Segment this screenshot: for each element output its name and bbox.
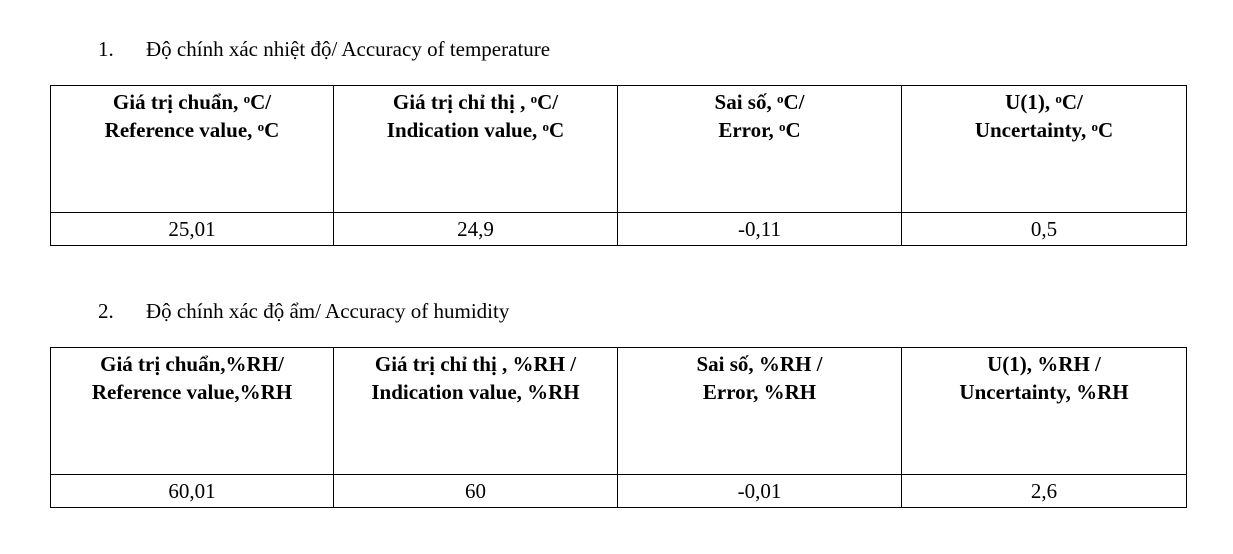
header-text: C [549,118,565,142]
data-row: 60,01 60 -0,01 2,6 [50,474,1187,508]
header-line: Giá trị chỉ thị , oC/ [334,88,617,116]
header-line: Sai số, %RH / [618,350,901,378]
header-line: Giá trị chuẩn,%RH/ [51,350,333,378]
section-number: 1. [98,37,114,61]
header-text: C/ [1061,90,1083,114]
superscript: o [243,91,251,106]
header-cell: Sai số, %RH / Error, %RH [617,347,902,475]
data-table: Giá trị chuẩn, oC/Reference value, oC Giá… [50,85,1187,246]
superscript: o [542,119,550,134]
data-cell: 24,9 [333,212,618,246]
header-line: Sai số, oC/ [618,88,901,116]
section-number: 2. [98,299,114,323]
table-body: Giá trị chuẩn,%RH/Reference value,%RH Giá… [50,347,1187,508]
header-text: C/ [250,90,272,114]
header-line: U(1), %RH / [902,350,1186,378]
header-text: Giá trị chỉ thị , %RH / [374,352,577,376]
header-line: Uncertainty, %RH [902,378,1186,406]
header-line: Error, oC [618,116,901,144]
header-text: U(1), [1005,90,1056,114]
data-table: Giá trị chuẩn,%RH/Reference value,%RH Giá… [50,347,1187,508]
header-text: Sai số, [714,90,777,114]
header-line: Reference value,%RH [51,378,333,406]
header-cell: Giá trị chuẩn,%RH/Reference value,%RH [50,347,334,475]
data-cell: 60 [333,474,618,508]
superscript: o [1091,119,1098,134]
table-body: Giá trị chuẩn, oC/Reference value, oC Giá… [50,85,1187,246]
header-text: Giá trị chỉ thị , [392,90,531,114]
header-cell: Giá trị chỉ thị , oC/Indication value, o… [333,85,618,213]
header-text: Uncertainty, %RH [959,380,1129,404]
header-row: Giá trị chuẩn,%RH/Reference value,%RH Giá… [50,347,1187,475]
header-text: Reference value, [104,118,258,142]
header-text: U(1), %RH / [987,352,1101,376]
header-cell: Sai số, oC/Error, oC [617,85,902,213]
header-row: Giá trị chuẩn, oC/Reference value, oC Giá… [50,85,1187,213]
header-text: C/ [783,90,805,114]
superscript: o [257,119,265,134]
superscript: o [530,91,538,106]
header-line: Reference value, oC [51,116,333,144]
section-title: Độ chính xác độ ẩm/ Accuracy of humidity [146,299,510,323]
header-text: Error, %RH [702,380,817,404]
header-text: C [785,118,801,142]
header-line: Giá trị chỉ thị , %RH / [334,350,617,378]
header-line: Indication value, %RH [334,378,617,406]
header-line: Uncertainty, oC [902,116,1186,144]
header-cell: Giá trị chỉ thị , %RH / Indication value,… [333,347,618,475]
header-text: Reference value,%RH [91,380,293,404]
header-line: Error, %RH [618,378,901,406]
header-text: C/ [537,90,559,114]
data-cell: 25,01 [50,212,334,246]
header-text: Error, [718,118,779,142]
data-row: 25,01 24,9 -0,11 0,5 [50,212,1187,246]
header-line: Giá trị chuẩn, oC/ [51,88,333,116]
header-text: Uncertainty, [974,118,1092,142]
header-line: U(1), oC/ [902,88,1186,116]
data-cell: 2,6 [901,474,1187,508]
data-cell: 0,5 [901,212,1187,246]
header-text: C [1097,118,1114,142]
header-text: Sai số, %RH / [696,352,823,376]
header-line: Indication value, oC [334,116,617,144]
header-cell: Giá trị chuẩn, oC/Reference value, oC [50,85,334,213]
header-cell: U(1), oC/Uncertainty, oC [901,85,1187,213]
header-text: Giá trị chuẩn, [112,90,244,114]
header-text: Indication value, [386,118,543,142]
superscript: o [779,119,786,134]
header-text: C [264,118,280,142]
header-text: Giá trị chuẩn,%RH/ [100,352,284,376]
data-cell: -0,11 [617,212,902,246]
section-title: Độ chính xác nhiệt độ/ Accuracy of tempe… [146,37,551,61]
superscript: o [1055,91,1062,106]
header-cell: U(1), %RH / Uncertainty, %RH [901,347,1187,475]
data-cell: -0,01 [617,474,902,508]
header-text: Indication value, %RH [371,380,580,404]
superscript: o [776,91,784,106]
data-cell: 60,01 [50,474,334,508]
